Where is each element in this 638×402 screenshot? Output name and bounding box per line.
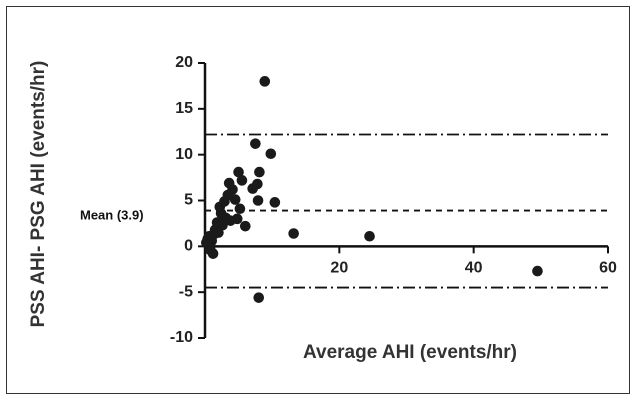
y-tick-label: -10 [170, 329, 193, 346]
data-point [227, 184, 238, 195]
data-point [253, 292, 265, 303]
data-point [236, 175, 248, 186]
x-axis-title: Average AHI (events/hr) [303, 342, 517, 363]
y-tick-label: 10 [175, 146, 193, 163]
data-points [201, 76, 543, 303]
y-tick-label: -5 [179, 283, 193, 300]
y-tick-label: 0 [184, 238, 193, 255]
data-point [240, 220, 251, 232]
labels: Mean (3.9) Average AHI (events/hr) PSS A… [28, 61, 517, 363]
data-point [254, 166, 265, 178]
data-point [252, 195, 264, 206]
axes: 20 15 10 5 0 -5 -10 20 40 60 [170, 54, 617, 346]
data-point [207, 248, 219, 259]
figure-frame [6, 6, 630, 394]
data-point [233, 166, 244, 178]
data-point [265, 148, 277, 160]
y-tick-label: 20 [175, 54, 193, 71]
data-point [234, 203, 246, 215]
mean-label: Mean (3.9) [80, 207, 144, 222]
data-point [259, 76, 271, 87]
data-point [252, 178, 263, 190]
data-point [532, 265, 543, 277]
y-tick-label: 5 [184, 192, 193, 209]
data-point [231, 213, 243, 225]
data-point [229, 194, 241, 205]
reference-lines [205, 133, 608, 289]
data-point [269, 197, 281, 208]
x-tick-label: 40 [465, 259, 483, 276]
x-tick-label: 20 [330, 259, 348, 276]
data-point [364, 230, 375, 242]
data-point [288, 228, 299, 239]
y-tick-label: 15 [175, 100, 193, 117]
y-axis-title: PSS AHI- PSG AHI (events/hr) [28, 61, 49, 328]
data-point [250, 138, 261, 149]
x-tick-label: 60 [599, 259, 617, 276]
